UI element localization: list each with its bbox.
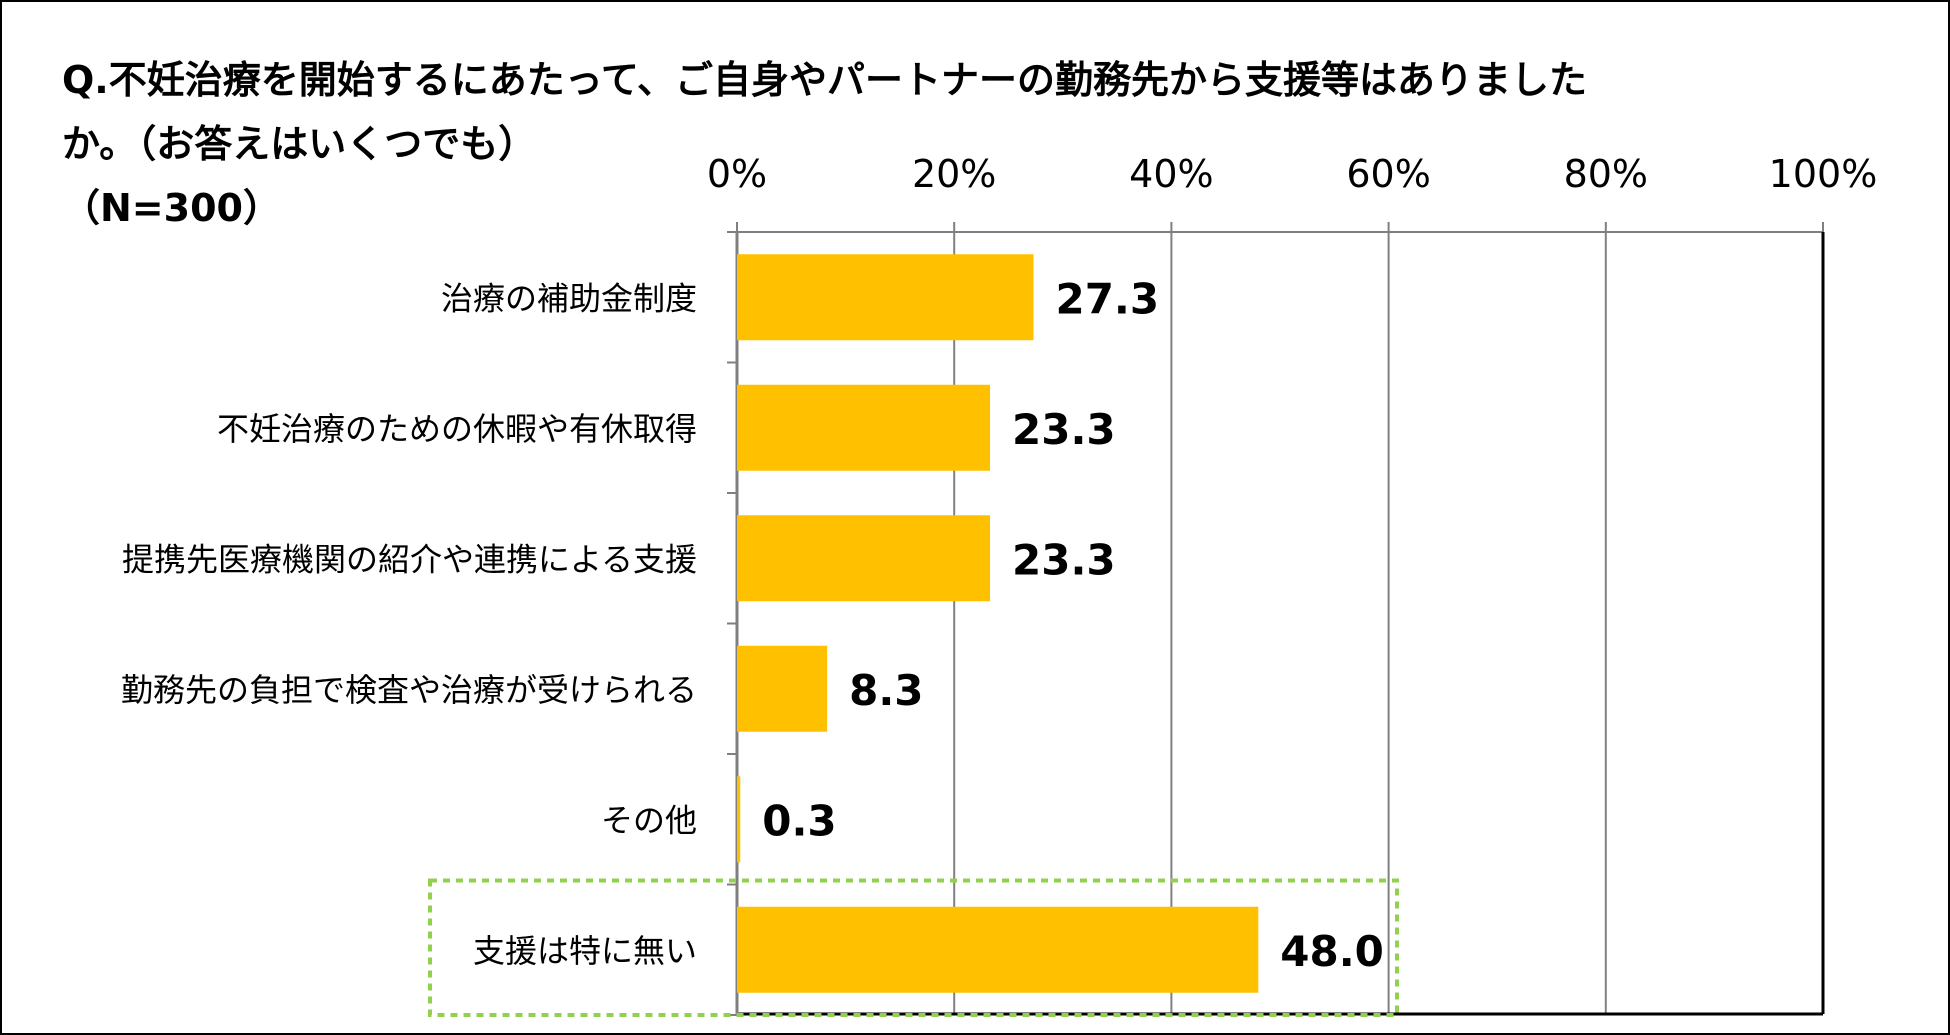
x-tick-label: 60% (1346, 152, 1430, 196)
category-label: その他 (601, 801, 697, 839)
chart-title: Q.不妊治療を開始するにあたって、ご自身やパートナーの勤務先から支援等はありまし… (62, 48, 1587, 240)
x-tick-label: 20% (912, 152, 996, 196)
x-tick-label: 40% (1129, 152, 1213, 196)
bar-1 (737, 254, 1034, 341)
value-label: 8.3 (849, 666, 923, 715)
category-label: 不妊治療のための休暇や有休取得 (217, 410, 697, 448)
x-tick-label: 0% (707, 152, 767, 196)
category-label: 治療の補助金制度 (441, 279, 697, 317)
value-label: 27.3 (1055, 274, 1159, 323)
title-line-3: （N=300） (62, 186, 281, 230)
x-tick-label: 80% (1564, 152, 1648, 196)
bar-2 (737, 384, 991, 471)
bar-5 (737, 776, 741, 863)
title-line-2: か。（お答えはいくつでも） (62, 122, 537, 166)
x-tick-label: 100% (1769, 152, 1878, 196)
value-label: 48.0 (1280, 927, 1384, 976)
category-label: 提携先医療機関の紹介や連携による支援 (122, 540, 697, 578)
bar-3 (737, 515, 991, 602)
highlight-box (428, 878, 1399, 1017)
value-label: 0.3 (762, 796, 836, 845)
value-label: 23.3 (1012, 535, 1116, 584)
category-label: 支援は特に無い (473, 932, 697, 970)
value-label: 23.3 (1012, 405, 1116, 454)
bar-4 (737, 645, 828, 732)
category-label: 勤務先の負担で検査や治療が受けられる (121, 671, 697, 709)
title-line-1: Q.不妊治療を開始するにあたって、ご自身やパートナーの勤務先から支援等はありまし… (62, 58, 1587, 102)
bar-6 (737, 906, 1259, 993)
